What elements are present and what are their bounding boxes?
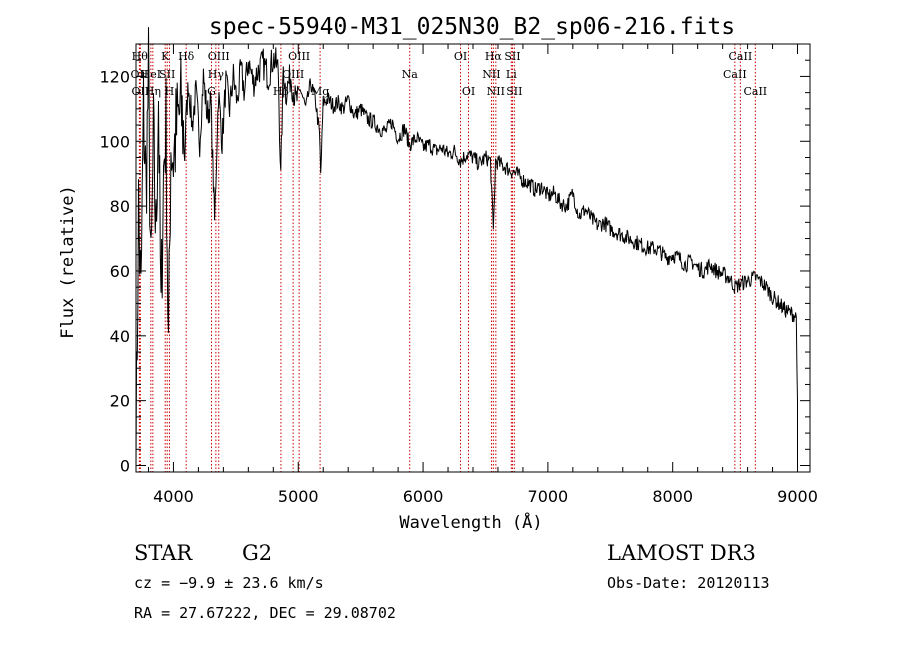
line-label-19: NII	[482, 68, 500, 81]
y-tick-label-0: 0	[120, 457, 130, 476]
line-label-0: Hθ	[132, 50, 149, 63]
obs-date: Obs-Date: 20120113	[607, 574, 770, 592]
line-label-14: OIII	[288, 50, 310, 63]
line-label-24: SII	[506, 85, 522, 98]
spectrum-series-line	[135, 27, 798, 466]
line-label-8: Hδ	[178, 50, 195, 63]
x-tick-label-9000: 9000	[777, 487, 818, 506]
y-axis-label: Flux (relative)	[58, 185, 78, 339]
object-subclass: G2	[242, 541, 272, 565]
y-tick-label-80: 80	[110, 197, 130, 216]
x-axis-label: Wavelength (Å)	[399, 511, 542, 533]
line-label-26: CaII	[729, 50, 753, 63]
x-tick-label-4000: 4000	[153, 487, 194, 506]
line-label-10: Hγ	[208, 68, 225, 81]
line-label-18: OI	[462, 85, 475, 98]
spectral-line-markers	[138, 44, 756, 472]
line-label-16: Na	[402, 68, 419, 81]
plot-frame	[135, 43, 811, 473]
chart-title: spec-55940-M31_025N30_B2_sp06-216.fits	[209, 14, 735, 40]
line-label-13: OIII	[282, 68, 304, 81]
line-label-21: NII	[487, 85, 505, 98]
line-label-11: G	[207, 85, 216, 98]
redshift-cz: cz = −9.9 ± 23.6 km/s	[134, 574, 324, 592]
y-tick-label-120: 120	[99, 67, 130, 86]
x-tick-label-8000: 8000	[652, 487, 693, 506]
axis-ticks: 4000 5000 6000 7000 8000 9000 0 20 40 60 80 100 120	[99, 44, 818, 506]
line-label-17: OI	[454, 50, 467, 63]
survey-label: LAMOST DR3	[607, 541, 756, 565]
x-tick-label-7000: 7000	[528, 487, 569, 506]
line-label-7: H	[165, 85, 175, 98]
line-label-9: OIII	[208, 50, 230, 63]
x-tick-label-5000: 5000	[278, 487, 319, 506]
line-label-22: SII	[504, 50, 520, 63]
y-tick-label-60: 60	[110, 262, 130, 281]
line-label-6: SII	[159, 68, 175, 81]
line-label-25: CaII	[723, 68, 747, 81]
line-label-27: CaII	[743, 85, 767, 98]
line-label-5: K	[161, 50, 170, 63]
line-label-2: OII	[132, 85, 150, 98]
object-class: STAR	[134, 541, 193, 565]
y-tick-label-40: 40	[110, 327, 130, 346]
line-label-4: Hη	[145, 85, 161, 98]
ra-dec: RA = 27.67222, DEC = 29.08702	[134, 604, 396, 622]
x-tick-label-6000: 6000	[403, 487, 444, 506]
line-label-3: HeI	[141, 68, 161, 81]
line-label-12: Hβ	[273, 85, 289, 98]
line-label-15: Mg	[311, 85, 329, 98]
y-tick-label-100: 100	[99, 132, 130, 151]
line-label-1: OII	[131, 68, 149, 81]
line-label-23: Li	[506, 68, 517, 81]
line-label-20: Hα	[485, 50, 503, 63]
y-tick-label-20: 20	[110, 392, 130, 411]
